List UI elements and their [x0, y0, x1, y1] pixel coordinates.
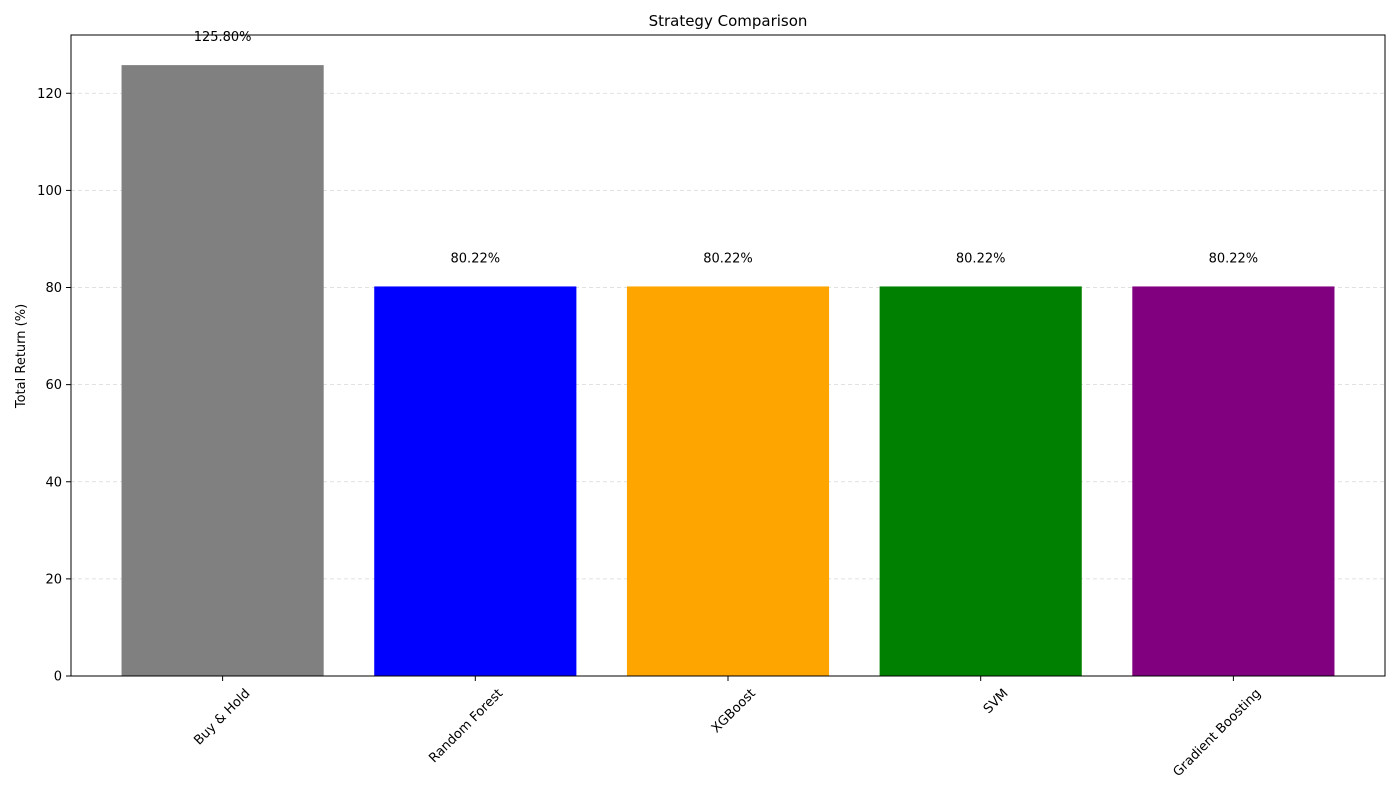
data-labels: 125.80% 80.22% 80.22% 80.22% 80.22% — [194, 30, 1258, 266]
data-label: 80.22% — [1209, 251, 1259, 266]
y-tick-label: 40 — [45, 475, 62, 490]
y-tick-label: 0 — [54, 670, 62, 685]
bar-gradient-boosting — [1132, 286, 1335, 676]
y-tick-label: 20 — [45, 572, 62, 587]
bar-xgboost — [626, 286, 830, 676]
y-tick-label: 60 — [45, 378, 62, 393]
y-tick-label: 80 — [45, 281, 62, 296]
bar-buy-hold — [121, 65, 324, 677]
y-axis-label: Total Return (%) — [14, 304, 29, 409]
y-tick-label: 100 — [37, 184, 62, 199]
data-label: 80.22% — [703, 251, 753, 266]
bar-random-forest — [374, 286, 577, 676]
data-label: 80.22% — [451, 251, 501, 266]
chart-title: Strategy Comparison — [649, 12, 808, 30]
bar-svm — [879, 286, 1082, 676]
plot-frame — [70, 34, 1386, 677]
y-axis-ticks: 0 20 40 60 80 100 120 — [37, 87, 71, 685]
bars — [121, 65, 1335, 677]
data-label: 80.22% — [956, 251, 1006, 266]
y-tick-label: 120 — [37, 87, 62, 102]
data-label: 125.80% — [194, 30, 252, 45]
